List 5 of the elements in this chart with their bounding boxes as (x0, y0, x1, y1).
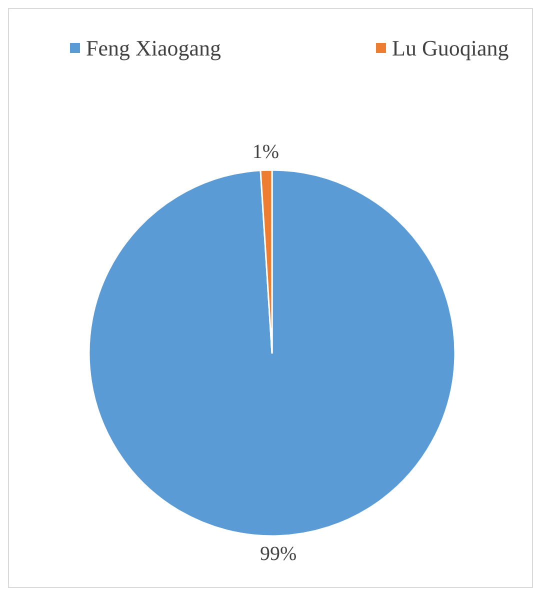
legend-label: Feng Xiaogang (86, 36, 222, 60)
data-label: 1% (252, 141, 280, 164)
legend-label: Lu Guoqiang (392, 36, 509, 60)
data-label: 99% (260, 542, 297, 565)
pie-slice (88, 169, 456, 537)
